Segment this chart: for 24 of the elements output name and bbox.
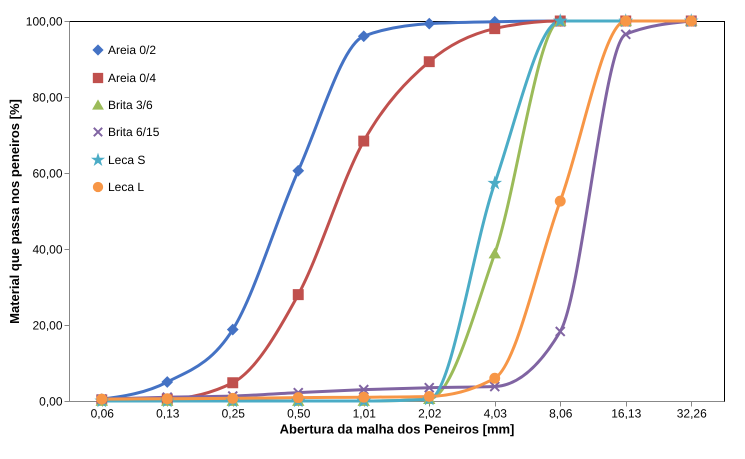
legend-label: Leca S <box>108 153 146 167</box>
x-tick-label: 2,02 <box>418 406 442 420</box>
y-tick-label: 100,00 <box>26 14 63 28</box>
y-axis-title: Material que passa nos peneiros [%] <box>6 99 22 324</box>
y-tick-label: 40,00 <box>32 242 63 256</box>
x-axis-title: Abertura da malha dos Peneiros [mm] <box>280 422 514 436</box>
y-tick-label: 0,00 <box>39 394 63 408</box>
x-tick-label: 16,13 <box>611 406 642 420</box>
x-tick-label: 0,50 <box>287 406 311 420</box>
x-tick-label: 32,26 <box>676 406 708 420</box>
x-tick-label: 0,06 <box>90 406 114 420</box>
legend-label: Brita 3/6 <box>108 98 154 112</box>
y-tick-label: 60,00 <box>32 166 63 180</box>
legend-label: Areia 0/2 <box>108 43 156 57</box>
x-tick-label: 0,25 <box>222 406 246 420</box>
legend-label: Brita 6/15 <box>108 125 160 139</box>
legend-label: Areia 0/4 <box>108 71 156 85</box>
y-tick-label: 20,00 <box>32 318 63 332</box>
x-tick-label: 8,06 <box>549 406 573 420</box>
y-tick-label: 80,00 <box>32 90 63 104</box>
x-tick-label: 4,03 <box>484 406 508 420</box>
x-tick-label: 0,13 <box>156 406 180 420</box>
legend-label: Leca L <box>108 180 144 194</box>
x-tick-label: 1,01 <box>352 406 376 420</box>
